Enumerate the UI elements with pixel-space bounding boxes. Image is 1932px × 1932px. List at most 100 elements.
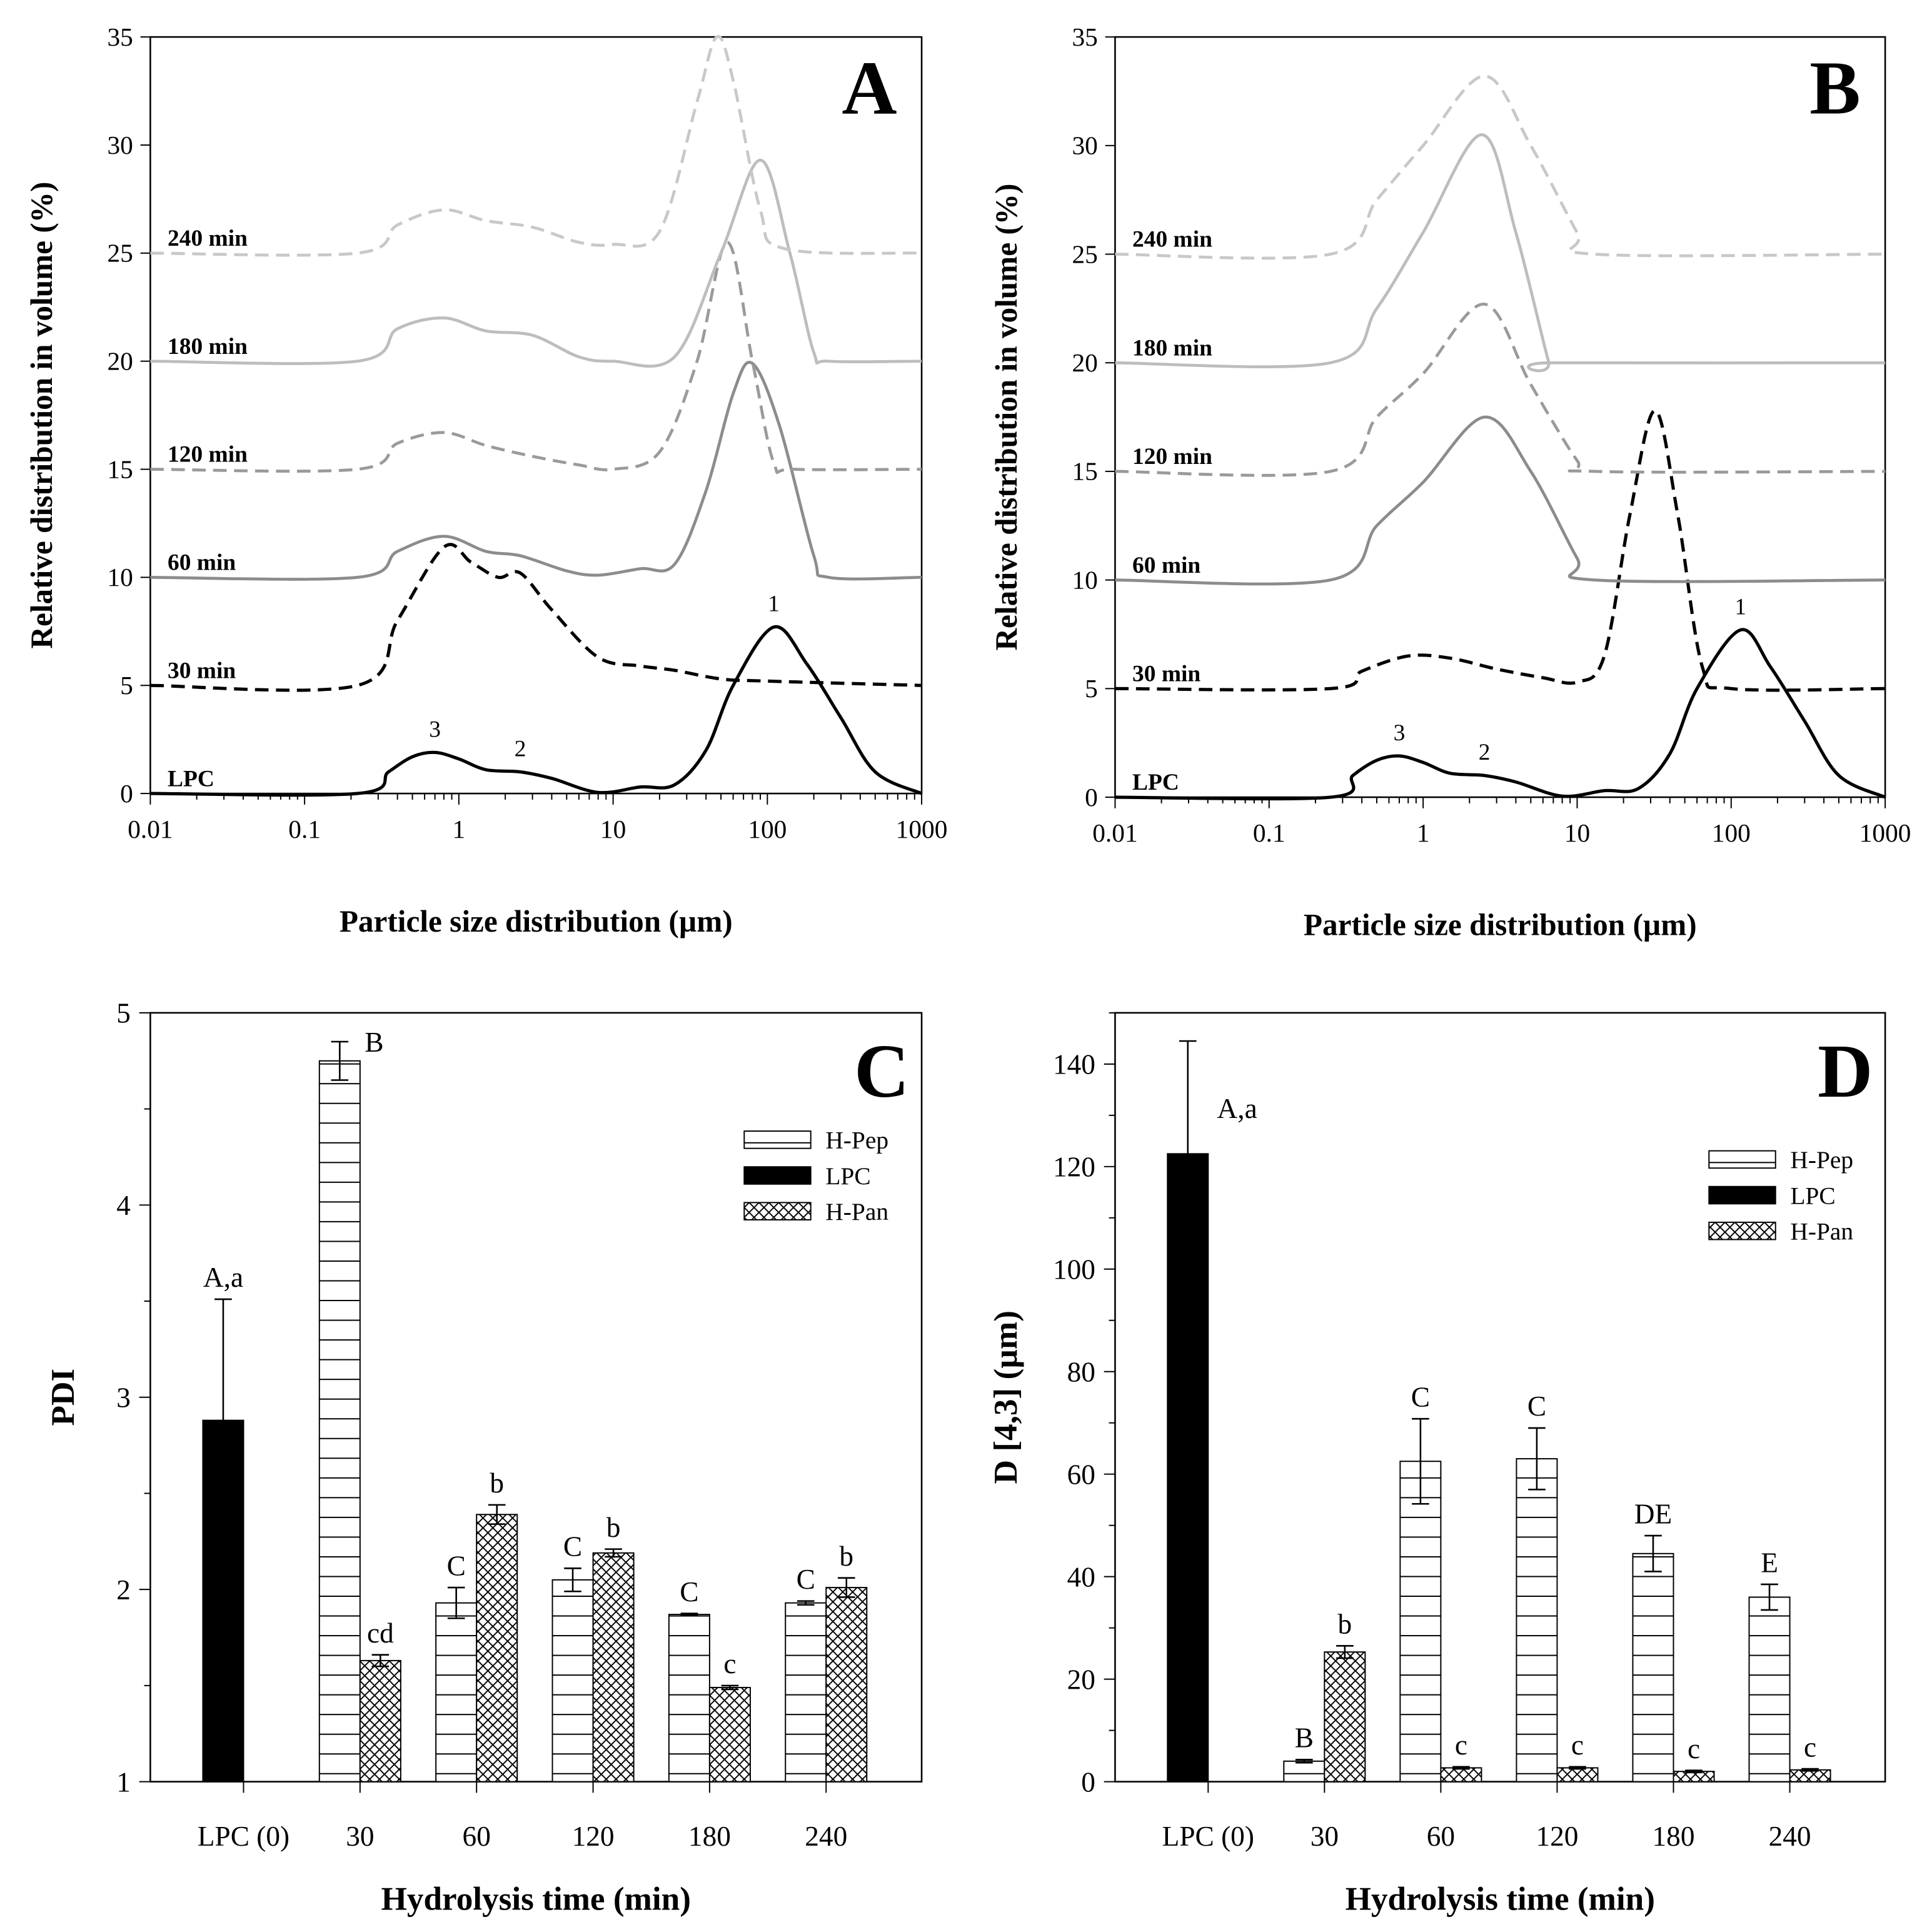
y-tick-label: 15 [1072, 457, 1097, 486]
bar-h-pan [359, 1659, 401, 1783]
y-tick-label: 25 [1072, 239, 1097, 268]
y-tick-label: 1 [116, 1766, 131, 1798]
significance-letter: c [1571, 1729, 1584, 1761]
significance-letter: C [447, 1550, 466, 1581]
x-tick-label: 0.01 [1092, 818, 1137, 847]
significance-letter: A,a [203, 1262, 243, 1293]
panel-c: 1 2 3 4 5 LPC (0) 30 60 120 180 240 A,a B C C C Ccd b b c b H… [44, 998, 923, 1918]
panel-a: 0.01 0.1 1 10 100 1000 0 5 10 15 20 25 30 35 LPC 30 min… [24, 23, 948, 938]
x-tick-label: 1000 [896, 815, 948, 843]
series-label: 240 min [168, 226, 248, 251]
legend-label: LPC [825, 1162, 870, 1190]
bar-h-pan [708, 1686, 751, 1783]
series-line-240-min [1115, 74, 1886, 260]
x-axis-title: Particle size distribution (µm) [340, 904, 733, 938]
x-tick-label: 100 [1712, 818, 1751, 847]
legend: H-Pep LPC H-Pan [1708, 1146, 1853, 1245]
legend-label: H-Pep [825, 1127, 888, 1154]
y-axis-title: PDI [44, 1369, 81, 1426]
bar-h-pan [476, 1514, 518, 1783]
y-tick-label: 20 [107, 346, 133, 375]
series-line-30-min [150, 543, 922, 692]
series-label: 60 min [168, 550, 236, 576]
significance-letter: cd [367, 1618, 394, 1649]
series-line-180-min [1115, 133, 1886, 373]
significance-letter: E [1761, 1547, 1778, 1578]
series-label: 30 min [1132, 661, 1200, 687]
significance-letter: C [680, 1576, 698, 1607]
significance-letter: b [606, 1512, 621, 1543]
series-label: 120 min [1132, 444, 1212, 470]
y-tick-label: 140 [1053, 1049, 1095, 1080]
panel-letter: A [842, 46, 897, 130]
bar-h-pep [785, 1602, 827, 1783]
category-label: 120 [572, 1821, 615, 1852]
y-tick-label: 2 [116, 1574, 131, 1606]
y-tick-label: 3 [116, 1382, 131, 1413]
legend-label: H-Pan [825, 1198, 888, 1225]
series-line-lpc [1115, 628, 1886, 801]
legend-swatch [743, 1130, 812, 1149]
y-tick-label: 100 [1053, 1254, 1095, 1285]
significance-letter: c [1804, 1731, 1816, 1763]
x-tick-label: 1000 [1859, 818, 1911, 847]
panel-letter: D [1818, 1029, 1873, 1114]
legend-label: H-Pan [1790, 1217, 1853, 1245]
y-tick-label: 0 [1081, 1766, 1095, 1798]
legend-swatch [1708, 1150, 1776, 1169]
x-axis-title: Hydrolysis time (min) [381, 1881, 691, 1918]
y-tick-label: 0 [120, 779, 133, 808]
bar-h-pep [1283, 1760, 1326, 1783]
bar-h-pan [1556, 1767, 1599, 1783]
category-label: 120 [1536, 1821, 1578, 1852]
x-tick-label: 100 [748, 815, 787, 843]
bar-h-pep [318, 1060, 361, 1783]
bar-h-pan [1324, 1651, 1366, 1783]
y-tick-label: 20 [1067, 1664, 1095, 1695]
bar-h-pep [1399, 1461, 1442, 1783]
panel-d: 0 20 40 60 80 100 120 140 LPC (0) 30 60 120 180 240 A,… [987, 1012, 1886, 1918]
y-axis-title: D [4,3] (µm) [987, 1311, 1024, 1484]
significance-letter: B [1295, 1723, 1314, 1754]
series-label: LPC [168, 766, 214, 792]
x-axis-title: Hydrolysis time (min) [1346, 1881, 1655, 1918]
category-label: 240 [805, 1821, 847, 1852]
significance-letter: C [1527, 1391, 1546, 1422]
bar-h-pep [435, 1602, 478, 1783]
significance-letter: b [1338, 1609, 1352, 1640]
bar-h-pep [1748, 1596, 1791, 1783]
series-line-lpc [150, 625, 923, 797]
legend-label: LPC [1790, 1182, 1835, 1209]
series-label: LPC [1132, 770, 1179, 795]
panel-b: 0.01 0.1 1 10 100 1000 0 5 10 15 20 25 30 35 LPC 30 min… [989, 23, 1911, 942]
plot-frame [1114, 1012, 1886, 1783]
legend-swatch [743, 1166, 812, 1185]
peak-label: 3 [429, 717, 441, 742]
legend-label: H-Pep [1790, 1146, 1853, 1174]
series-line-60-min [1115, 415, 1886, 586]
peak-label: 2 [1479, 740, 1491, 765]
peak-label: 1 [1734, 594, 1746, 620]
series-label: 180 min [168, 334, 248, 360]
significance-letter: c [723, 1648, 736, 1679]
significance-letter: b [839, 1541, 853, 1572]
category-label: 30 [346, 1821, 374, 1852]
peak-label: 1 [768, 591, 780, 617]
significance-letter: A,a [1217, 1093, 1257, 1124]
y-tick-label: 10 [107, 563, 133, 591]
y-tick-label: 5 [120, 671, 133, 700]
legend: H-Pep LPC H-Pan [743, 1127, 888, 1225]
y-tick-label: 25 [107, 239, 133, 268]
series-label: 120 min [168, 442, 248, 468]
bar-h-pep [668, 1614, 710, 1783]
series-label: 60 min [1132, 553, 1200, 578]
y-tick-label: 35 [1072, 23, 1097, 51]
category-label: 180 [1653, 1821, 1695, 1852]
x-tick-label: 1 [453, 815, 466, 843]
panel-letter: C [854, 1029, 909, 1114]
x-tick-label: 0.1 [288, 815, 321, 843]
y-tick-label: 5 [116, 998, 131, 1029]
y-tick-label: 20 [1072, 348, 1097, 377]
x-tick-label: 0.1 [1253, 818, 1285, 847]
